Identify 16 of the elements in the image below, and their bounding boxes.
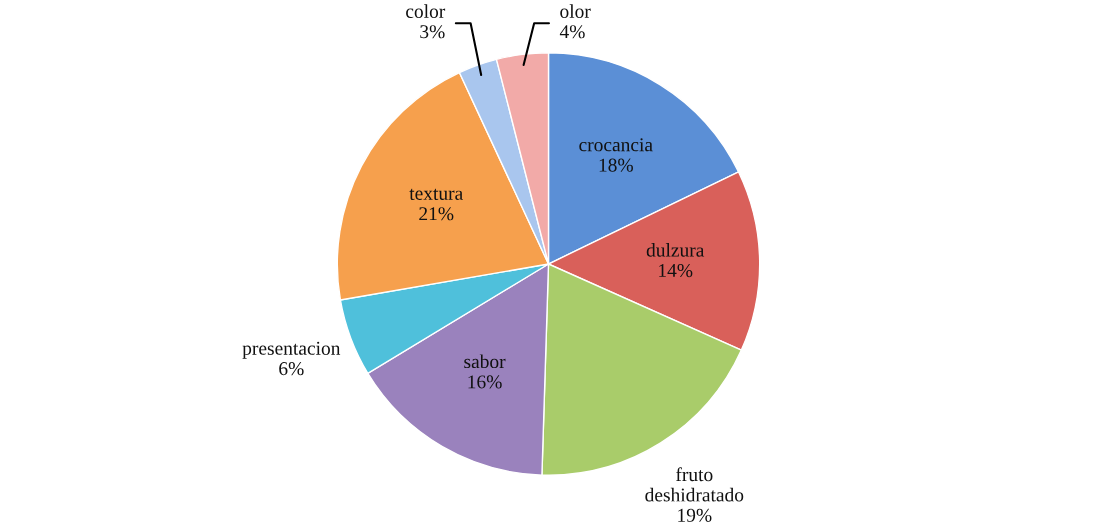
- data-label: 6%: [279, 362, 304, 376]
- slice-label: crocancia: [579, 138, 653, 152]
- data-label: 3%: [420, 25, 445, 39]
- slice-label: color: [406, 4, 446, 18]
- slice-label: sabor: [464, 354, 506, 369]
- slice-label: textura: [409, 188, 463, 200]
- data-label: 14%: [659, 263, 693, 278]
- slice-label: presentacion: [242, 341, 341, 359]
- slice-label: fruto deshidratado: [645, 467, 744, 502]
- data-label: 18%: [599, 158, 633, 172]
- slice-label: dulzura: [646, 243, 705, 257]
- data-label: 19%: [678, 508, 712, 522]
- data-label: 4%: [559, 25, 585, 39]
- slice-label: olor: [560, 4, 591, 18]
- data-label: 16%: [468, 375, 502, 389]
- data-label: 21%: [419, 207, 454, 221]
